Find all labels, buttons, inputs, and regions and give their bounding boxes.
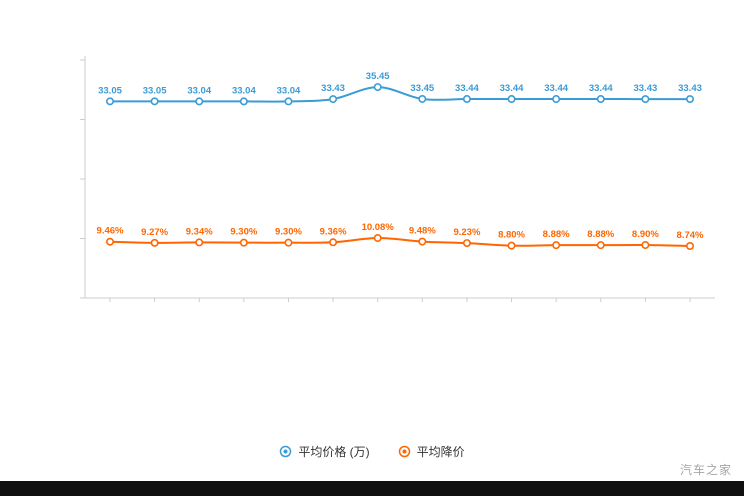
data-label: 8.88% xyxy=(543,229,570,240)
data-label: 33.44 xyxy=(544,83,568,94)
footer-bar xyxy=(0,481,744,496)
data-point[interactable] xyxy=(239,238,248,247)
legend-label-average-price: 平均价格 (万) xyxy=(298,445,370,459)
data-label: 8.90% xyxy=(632,229,659,240)
data-point[interactable] xyxy=(507,241,516,250)
data-label: 33.43 xyxy=(678,83,702,94)
data-point[interactable] xyxy=(150,238,159,247)
data-label: 35.45 xyxy=(366,71,390,82)
data-label: 8.88% xyxy=(587,229,614,240)
data-point[interactable] xyxy=(373,234,382,243)
data-label: 33.04 xyxy=(232,85,256,96)
price-trend-chart: 33.05 33.05 33.04 33.04 33.04 33.43 35.45 33.45… xyxy=(80,56,715,302)
data-label: 9.27% xyxy=(141,227,168,238)
data-label: 33.04 xyxy=(277,85,301,96)
data-point[interactable] xyxy=(329,238,338,247)
data-point[interactable] xyxy=(552,95,561,104)
data-label: 9.48% xyxy=(409,226,436,237)
data-label: 9.23% xyxy=(453,227,480,238)
data-point[interactable] xyxy=(552,241,561,250)
legend-marker-discount-icon xyxy=(398,445,410,458)
data-point[interactable] xyxy=(106,97,115,106)
data-point[interactable] xyxy=(418,94,427,103)
legend-label-average-discount: 平均降价 xyxy=(416,445,465,459)
data-point[interactable] xyxy=(462,239,471,248)
data-point[interactable] xyxy=(284,97,293,106)
data-label: 33.43 xyxy=(633,83,657,94)
data-point[interactable] xyxy=(284,238,293,247)
data-label: 9.34% xyxy=(186,226,213,237)
data-point[interactable] xyxy=(373,83,382,92)
data-label: 8.80% xyxy=(498,230,525,241)
data-point[interactable] xyxy=(462,95,471,104)
data-point[interactable] xyxy=(106,237,115,246)
data-point[interactable] xyxy=(596,241,605,250)
data-point[interactable] xyxy=(685,95,694,104)
data-label: 33.45 xyxy=(410,83,434,94)
data-label: 9.46% xyxy=(97,226,124,237)
data-point[interactable] xyxy=(329,95,338,104)
data-label: 10.08% xyxy=(362,222,395,233)
data-label: 8.74% xyxy=(677,230,704,241)
legend-item-average-discount[interactable]: 平均降价 xyxy=(398,443,465,460)
data-label: 33.44 xyxy=(455,83,479,94)
data-label: 33.05 xyxy=(98,85,122,96)
legend-item-average-price[interactable]: 平均价格 (万) xyxy=(279,443,370,460)
data-label: 9.30% xyxy=(230,227,257,238)
data-label: 33.05 xyxy=(143,85,167,96)
data-point[interactable] xyxy=(641,241,650,250)
chart-legend: 平均价格 (万) 平均降价 xyxy=(0,443,744,460)
data-label: 33.43 xyxy=(321,83,345,94)
data-point[interactable] xyxy=(150,97,159,106)
data-label: 33.44 xyxy=(500,83,524,94)
data-point[interactable] xyxy=(195,97,204,106)
watermark-autohome: 汽车之家 xyxy=(679,463,732,477)
data-label: 9.36% xyxy=(320,226,347,237)
data-label: 9.30% xyxy=(275,227,302,238)
data-label: 33.44 xyxy=(589,83,613,94)
data-point[interactable] xyxy=(596,95,605,104)
data-point[interactable] xyxy=(195,238,204,247)
data-point[interactable] xyxy=(641,95,650,104)
data-label: 33.04 xyxy=(187,85,211,96)
data-point[interactable] xyxy=(239,97,248,106)
data-point[interactable] xyxy=(507,95,516,104)
data-point[interactable] xyxy=(685,241,694,250)
legend-marker-price-icon xyxy=(280,445,292,458)
data-point[interactable] xyxy=(418,237,427,246)
